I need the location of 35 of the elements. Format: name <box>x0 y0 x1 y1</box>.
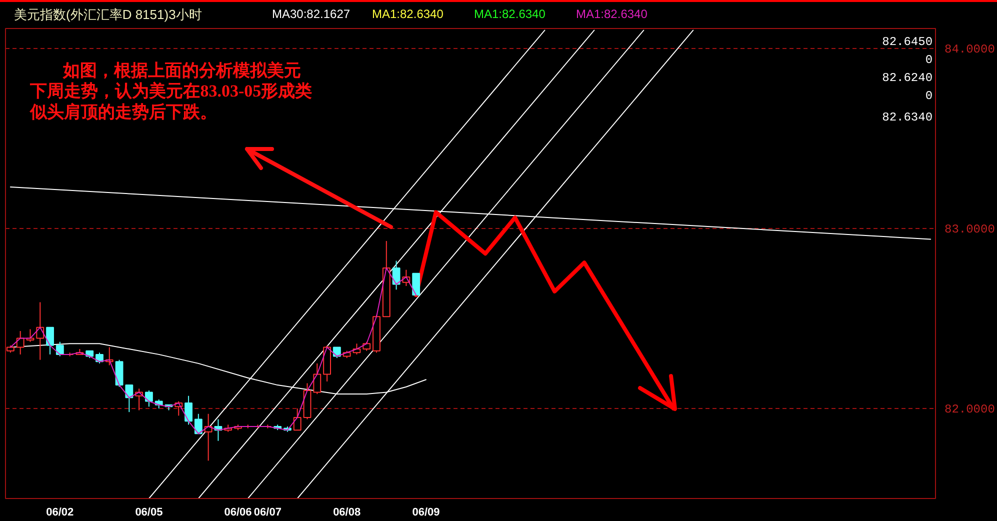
annotation: 82.6240 <box>882 71 933 86</box>
candlestick <box>392 260 400 290</box>
annotation: 0 <box>925 89 933 104</box>
candlestick <box>125 384 134 413</box>
y-tick-label: 82.0000 <box>944 402 995 416</box>
candlestick <box>412 272 420 296</box>
y-tick-label: 83.0000 <box>944 222 995 236</box>
annotation: 如图，根据上面的分析模拟美元下周走势，认为美元在83.03-05形成类似头肩顶的走势后下跌。 <box>29 60 312 122</box>
candlestick <box>16 330 24 355</box>
candlestick <box>144 390 153 408</box>
text: MA1:82.6340 <box>474 6 546 23</box>
text: MA30:82.1627 <box>272 6 350 23</box>
candlestick <box>293 408 302 431</box>
candlestick <box>56 341 64 357</box>
text: MA1:82.6340 <box>576 6 648 23</box>
line-series <box>414 210 676 410</box>
x-tick-label: 06/05 <box>135 506 163 518</box>
candlestick <box>194 413 202 434</box>
annotation: 82.6340 <box>882 110 933 125</box>
candlestick <box>362 341 371 352</box>
candlestick <box>46 326 54 355</box>
annotation: 0 <box>925 53 933 68</box>
candlestick <box>184 395 192 426</box>
text: MA1:82.6340 <box>372 6 444 23</box>
x-tick-label: 06/09 <box>412 506 440 518</box>
candlestick <box>313 362 322 395</box>
annotation: 82.6450 <box>882 35 933 50</box>
x-tick-label: 06/06 <box>224 506 252 518</box>
x-tick-label: 06/02 <box>46 506 74 518</box>
x-tick-label: 06/08 <box>333 506 361 518</box>
y-tick-label: 84.0000 <box>944 42 995 56</box>
candlestick <box>115 359 124 388</box>
chart-title: 美元指数(外汇汇率D 8151)3小时 <box>14 6 202 24</box>
x-tick-label: 06/07 <box>254 506 282 518</box>
line-series <box>10 268 417 434</box>
